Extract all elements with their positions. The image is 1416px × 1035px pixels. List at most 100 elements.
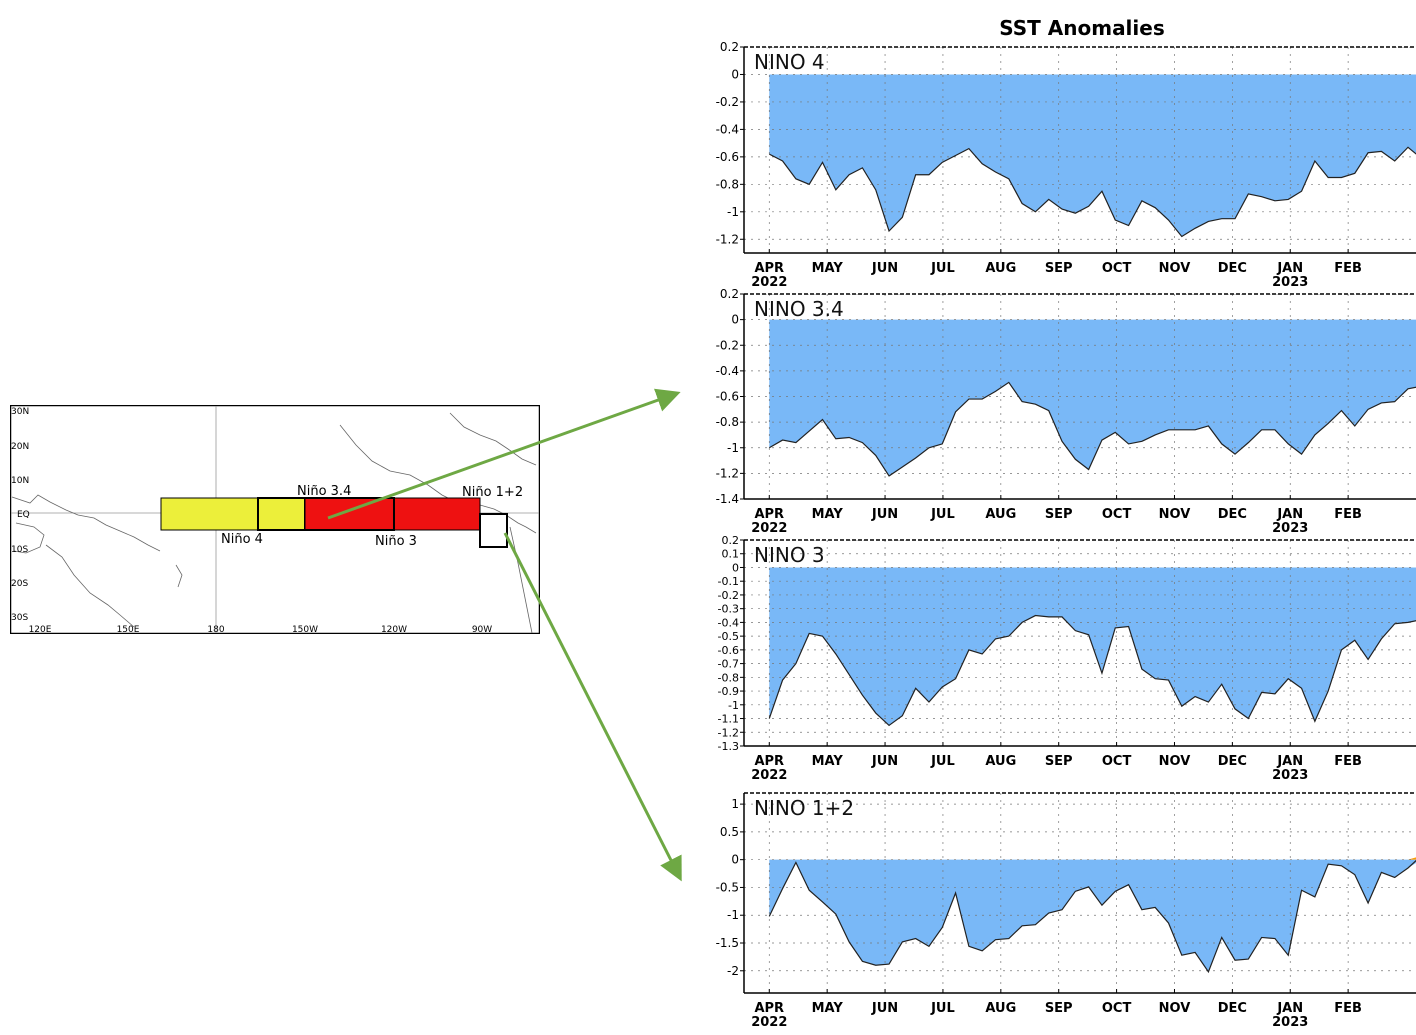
plot-area-nino-3	[744, 540, 1416, 746]
negative-area-nino-4	[769, 74, 1416, 237]
series-line-nino-3-4	[768, 381, 1416, 477]
lat-label-20s: 20S	[11, 579, 28, 589]
ytick-label-nino-4-2: -0.2	[716, 95, 739, 109]
month-label-nino-3-jun: JUN	[871, 754, 898, 769]
month-label-nino-1-2-aug: AUG	[985, 1001, 1016, 1016]
ytick-label-nino-3-11: -0.9	[718, 685, 739, 698]
ytick-label-nino-3-15: -1.3	[718, 740, 739, 753]
month-label-nino-3-dec: DEC	[1218, 754, 1247, 769]
lon-label-150w: 150W	[292, 625, 318, 634]
panel-name-nino-4: NINO 4	[754, 50, 825, 74]
year-label-nino-4-2022: 2022	[751, 275, 787, 290]
ytick-label-nino-3-14: -1.2	[718, 726, 739, 739]
lat-label-10s: 10S	[11, 545, 28, 555]
month-label-nino-3-4-sep: SEP	[1045, 507, 1073, 522]
month-label-nino-1-2-jan: JAN	[1276, 1001, 1303, 1016]
month-label-nino-3-4-feb: FEB	[1334, 507, 1362, 522]
month-label-nino-1-2-apr: APR	[754, 1001, 784, 1016]
label-nino12: Niño 1+2	[462, 485, 523, 500]
year-label-nino-3-2022: 2022	[751, 768, 787, 783]
region-nino4-west	[160, 497, 260, 531]
region-nino12	[479, 513, 508, 548]
map-lat-labels: 30N 20N 10N EQ 10S 20S 30S	[11, 407, 30, 623]
region-nino3-east	[393, 497, 481, 531]
month-label-nino-1-2-may: MAY	[812, 1001, 844, 1016]
ytick-label-nino-3-1: 0.1	[722, 548, 740, 561]
ytick-label-nino-3-12: -1	[728, 699, 739, 712]
region-nino4-overlap	[257, 497, 306, 531]
ytick-label-nino-3-4-5: -0.8	[716, 415, 739, 429]
month-label-nino-3-jan: JAN	[1276, 754, 1303, 769]
ytick-label-nino-1-2-5: -1.5	[716, 936, 739, 950]
negative-area-nino-1-2	[769, 859, 1416, 972]
ytick-label-nino-3-7: -0.5	[718, 630, 739, 643]
year-label-nino-3-2023: 2023	[1272, 768, 1308, 783]
plot-area-nino-1-2	[744, 793, 1416, 993]
month-label-nino-4-jan: JAN	[1276, 261, 1303, 276]
ytick-label-nino-3-4-8: -1.4	[716, 492, 739, 506]
lat-label-30s: 30S	[11, 613, 28, 623]
month-label-nino-4-jul: JUL	[930, 261, 955, 276]
ytick-label-nino-3-3: -0.1	[718, 575, 739, 588]
month-label-nino-3-4-jan: JAN	[1276, 507, 1303, 522]
panel-name-nino-3-4: NINO 3.4	[754, 297, 844, 321]
plot-area-nino-3-4	[744, 294, 1416, 499]
month-label-nino-4-sep: SEP	[1045, 261, 1073, 276]
ytick-label-nino-1-2-0: 1	[731, 797, 739, 811]
month-label-nino-3-4-aug: AUG	[985, 507, 1016, 522]
month-label-nino-4-may: MAY	[812, 261, 844, 276]
month-label-nino-4-aug: AUG	[985, 261, 1016, 276]
month-label-nino-3-may: MAY	[812, 754, 844, 769]
label-nino4: Niño 4	[221, 532, 263, 547]
nino-regions-map: Niño 3.4 Niño 1+2 Niño 4 Niño 3 30N 20N …	[9, 404, 541, 635]
ytick-label-nino-1-2-2: 0	[731, 853, 739, 867]
ytick-label-nino-3-9: -0.7	[718, 658, 739, 671]
series-line-nino-4	[769, 146, 1416, 238]
lon-label-120w: 120W	[381, 625, 407, 634]
lat-label-30n: 30N	[11, 407, 29, 417]
year-label-nino-4-2023: 2023	[1272, 275, 1308, 290]
sst-anomaly-charts: SST Anomalies 0.2 0 -0.2 -0.4 -0.6 -0.8 -1 -1.2…	[680, 0, 1416, 1031]
month-label-nino-3-4-jul: JUL	[930, 507, 955, 522]
ytick-label-nino-3-4: -0.2	[718, 589, 739, 602]
month-label-nino-1-2-jun: JUN	[871, 1001, 898, 1016]
year-label-nino-3-4-2023: 2023	[1272, 521, 1308, 536]
lat-label-10n: 10N	[11, 476, 29, 486]
region-nino34-east	[304, 497, 395, 531]
month-label-nino-1-2-oct: OCT	[1102, 1001, 1132, 1016]
negative-area-nino-3	[769, 567, 1416, 726]
month-label-nino-1-2-dec: DEC	[1218, 1001, 1247, 1016]
lon-label-120e: 120E	[29, 625, 52, 634]
month-label-nino-1-2-sep: SEP	[1045, 1001, 1073, 1016]
month-label-nino-4-apr: APR	[754, 261, 784, 276]
map-canvas: Niño 3.4 Niño 1+2 Niño 4 Niño 3 30N 20N …	[9, 404, 541, 635]
ytick-label-nino-4-5: -0.8	[716, 177, 739, 191]
month-label-nino-3-nov: NOV	[1159, 754, 1191, 769]
month-label-nino-3-4-dec: DEC	[1218, 507, 1247, 522]
label-nino34: Niño 3.4	[297, 484, 351, 499]
chart-title: SST Anomalies	[999, 16, 1165, 40]
month-label-nino-3-4-apr: APR	[754, 507, 784, 522]
positive-area-nino-1-2	[769, 857, 1416, 860]
ytick-label-nino-3-4-2: -0.2	[716, 338, 739, 352]
month-label-nino-1-2-jul: JUL	[930, 1001, 955, 1016]
year-label-nino-1-2-2022: 2022	[751, 1015, 787, 1030]
ytick-label-nino-3-2: 0	[732, 561, 739, 574]
ytick-label-nino-4-3: -0.4	[716, 122, 739, 136]
year-label-nino-3-4-2022: 2022	[751, 521, 787, 536]
panel-name-nino-3: NINO 3	[754, 543, 825, 567]
month-label-nino-3-aug: AUG	[985, 754, 1016, 769]
month-label-nino-4-oct: OCT	[1102, 261, 1132, 276]
ytick-label-nino-3-4-6: -1	[727, 441, 739, 455]
month-label-nino-3-oct: OCT	[1102, 754, 1132, 769]
ytick-label-nino-3-0: 0.2	[722, 534, 740, 547]
coastline-islands	[175, 564, 183, 588]
ytick-label-nino-3-6: -0.4	[718, 616, 739, 629]
lon-label-180: 180	[207, 625, 224, 634]
series-line-nino-1-2	[768, 859, 1416, 974]
month-label-nino-4-nov: NOV	[1159, 261, 1191, 276]
ytick-label-nino-3-4-4: -0.6	[716, 390, 739, 404]
